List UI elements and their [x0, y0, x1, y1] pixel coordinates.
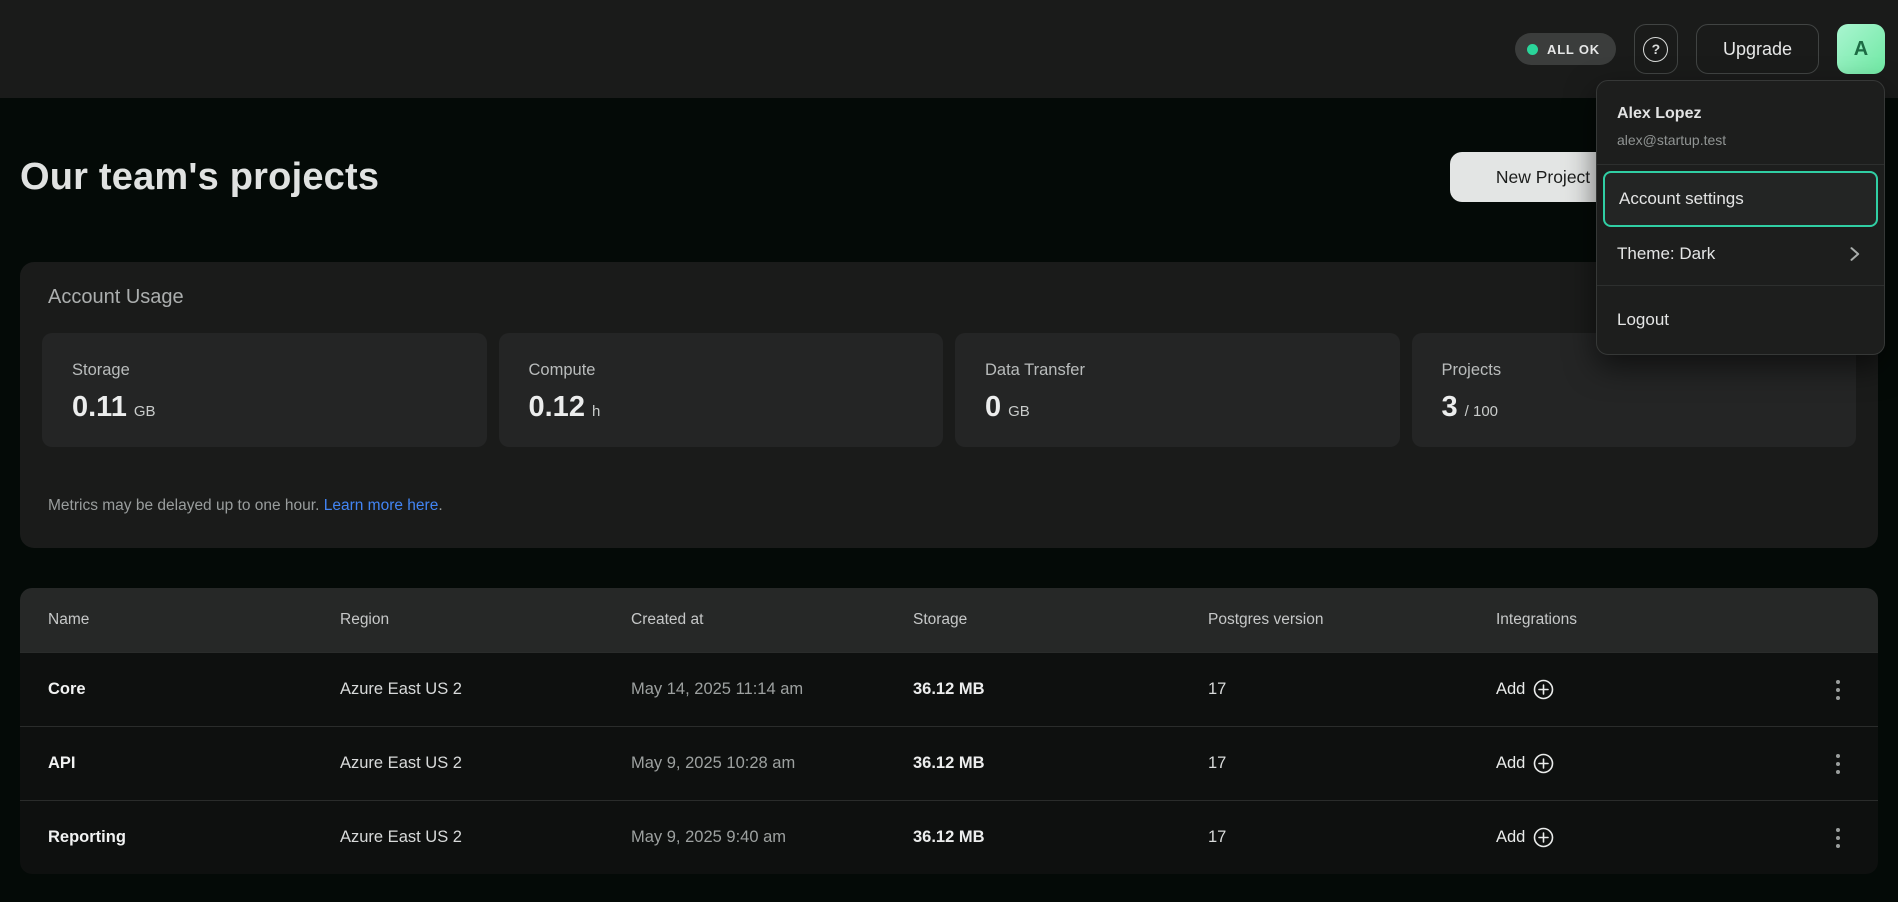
status-badge-label: ALL OK	[1547, 41, 1600, 57]
column-header-storage: Storage	[913, 611, 968, 628]
menu-item-account-settings[interactable]: Account settings	[1603, 171, 1878, 227]
project-created-at: May 9, 2025 9:40 am	[631, 828, 787, 846]
table-row[interactable]: Core Azure East US 2 May 14, 2025 11:14 …	[20, 652, 1878, 726]
add-integration-button[interactable]: Add	[1496, 753, 1554, 774]
add-integration-button[interactable]: Add	[1496, 679, 1554, 700]
column-header-created-at: Created at	[631, 611, 704, 628]
circled-plus-icon	[1534, 753, 1554, 774]
project-name[interactable]: API	[48, 754, 76, 772]
top-bar: ALL OK ? Upgrade A	[0, 0, 1898, 98]
project-region: Azure East US 2	[340, 680, 462, 698]
project-created-at: May 14, 2025 11:14 am	[631, 680, 804, 698]
add-integration-label: Add	[1496, 680, 1526, 698]
usage-card-label: Projects	[1441, 361, 1502, 379]
usage-card-data-transfer: Data Transfer 0 GB	[955, 333, 1400, 447]
account-menu-items: Account settings Theme: Dark	[1597, 165, 1884, 285]
project-postgres-version: 17	[1208, 754, 1227, 772]
table-header-row: Name Region Created at Storage Postgres …	[20, 588, 1878, 652]
project-postgres-version: 17	[1208, 828, 1227, 846]
menu-item-logout[interactable]: Logout	[1603, 292, 1878, 348]
usage-card-value: 0.11	[72, 391, 127, 423]
page-title: Our team's projects	[20, 156, 380, 198]
status-badge[interactable]: ALL OK	[1515, 33, 1616, 65]
upgrade-button[interactable]: Upgrade	[1695, 24, 1819, 74]
usage-card-label: Storage	[72, 361, 130, 379]
avatar[interactable]: A	[1837, 24, 1885, 74]
account-menu: Alex Lopez alex@startup.test Account set…	[1596, 80, 1885, 355]
row-kebab-menu-button[interactable]	[1830, 674, 1846, 706]
row-kebab-menu-button[interactable]	[1830, 748, 1846, 780]
menu-divider	[1597, 285, 1884, 286]
add-integration-label: Add	[1496, 754, 1526, 772]
help-icon: ?	[1643, 36, 1669, 62]
add-integration-label: Add	[1496, 828, 1526, 846]
usage-card-unit: / 100	[1464, 403, 1499, 420]
table-row[interactable]: API Azure East US 2 May 9, 2025 10:28 am…	[20, 726, 1878, 800]
usage-card-unit: GB	[1008, 403, 1030, 420]
learn-more-link[interactable]: Learn more here	[323, 497, 439, 514]
menu-item-label: Logout	[1617, 310, 1669, 329]
project-created-at: May 9, 2025 10:28 am	[631, 754, 796, 772]
menu-item-label: Account settings	[1619, 189, 1744, 208]
usage-card-value: 0.12	[528, 391, 585, 423]
usage-delay-note: Metrics may be delayed up to one hour. L…	[48, 497, 1856, 515]
project-storage: 36.12 MB	[913, 754, 985, 772]
chevron-right-icon	[1844, 244, 1864, 264]
column-header-name: Name	[48, 611, 90, 628]
menu-item-label: Theme: Dark	[1617, 244, 1716, 263]
usage-card-compute: Compute 0.12 h	[498, 333, 943, 447]
usage-panel-title: Account Usage	[48, 286, 184, 308]
circled-plus-icon	[1534, 679, 1554, 700]
usage-card-label: Compute	[528, 361, 596, 379]
usage-card-unit: h	[591, 403, 601, 420]
usage-card-value: 3	[1441, 391, 1458, 423]
table-row[interactable]: Reporting Azure East US 2 May 9, 2025 9:…	[20, 800, 1878, 874]
usage-cards: Storage 0.11 GB Compute 0.12 h Data Tran…	[42, 333, 1856, 447]
menu-item-theme[interactable]: Theme: Dark	[1603, 229, 1878, 279]
user-email: alex@startup.test	[1617, 132, 1727, 148]
usage-card-unit: GB	[133, 403, 156, 420]
project-storage: 36.12 MB	[913, 828, 985, 846]
usage-note-suffix: .	[438, 497, 443, 514]
project-region: Azure East US 2	[340, 828, 462, 846]
usage-card-label: Data Transfer	[985, 361, 1085, 379]
menu-divider	[1597, 164, 1884, 165]
column-header-region: Region	[340, 611, 390, 628]
circled-plus-icon	[1534, 827, 1554, 848]
help-button[interactable]: ?	[1633, 24, 1678, 74]
account-menu-user-section: Alex Lopez alex@startup.test	[1597, 81, 1884, 164]
usage-card-value: 0	[985, 391, 1002, 423]
account-usage-panel: Account Usage Storage 0.11 GB Compute 0.…	[20, 262, 1878, 548]
column-header-integrations: Integrations	[1496, 611, 1577, 628]
user-name: Alex Lopez	[1617, 105, 1702, 122]
row-kebab-menu-button[interactable]	[1830, 822, 1846, 854]
column-header-postgres-version: Postgres version	[1208, 611, 1324, 628]
project-region: Azure East US 2	[340, 754, 462, 772]
project-name[interactable]: Core	[48, 680, 86, 698]
projects-table: Name Region Created at Storage Postgres …	[20, 588, 1878, 874]
add-integration-button[interactable]: Add	[1496, 827, 1554, 848]
project-storage: 36.12 MB	[913, 680, 985, 698]
usage-card-storage: Storage 0.11 GB	[42, 333, 487, 447]
project-postgres-version: 17	[1208, 680, 1227, 698]
usage-note-text: Metrics may be delayed up to one hour.	[48, 497, 320, 514]
status-ok-dot-icon	[1527, 43, 1538, 55]
project-name[interactable]: Reporting	[48, 828, 126, 846]
